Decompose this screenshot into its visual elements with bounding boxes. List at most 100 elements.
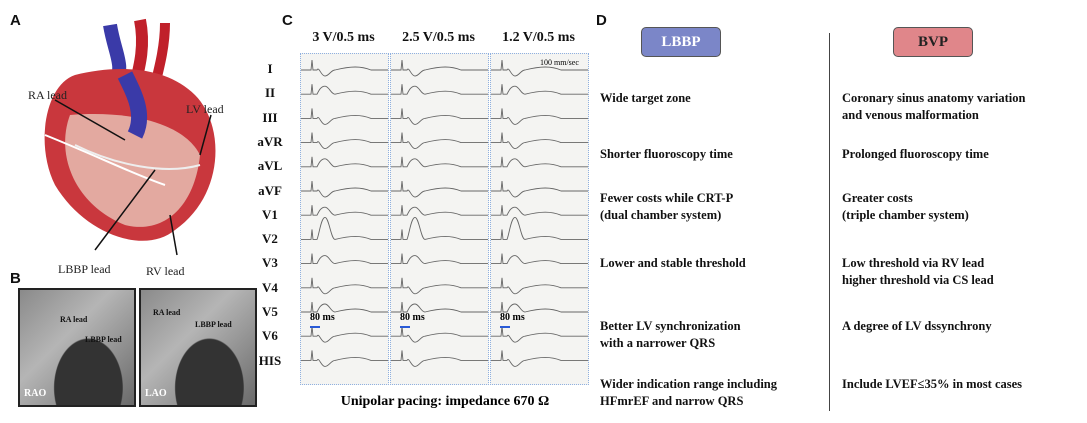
ecg-trace-avf: [391, 180, 488, 198]
duration-label: 80 ms: [500, 312, 525, 323]
ecg-trace-i: [491, 59, 588, 77]
ecg-traces: [491, 59, 588, 367]
ecg-trace-v5: [491, 301, 588, 313]
ecg-trace-avl: [391, 156, 488, 168]
lbbp-header-box: LBBP: [641, 27, 721, 57]
bvp-characteristic: Greater costs (triple chamber system): [842, 191, 969, 222]
column-title: 2.5 V/0.5 ms: [402, 30, 475, 45]
panel-d-label: D: [596, 12, 607, 29]
bvp-characteristic: Include LVEF≤35% in most cases: [842, 377, 1023, 391]
ecg-panel: [300, 53, 389, 385]
bvp-header-box: BVP: [893, 27, 973, 57]
panel-c-label: C: [282, 12, 293, 29]
column-title: 1.2 V/0.5 ms: [502, 30, 575, 45]
lead-label: V4: [262, 279, 278, 295]
ecg-trace-avl: [491, 156, 588, 168]
panel-a-label: A: [10, 12, 21, 29]
heart-illustration: [44, 18, 216, 256]
lead-label: I: [267, 61, 273, 76]
lbbp-advantage: Wider indication range including HFmrEF …: [600, 377, 778, 408]
ecg-trace-avf: [491, 180, 588, 198]
lead-label: aVL: [257, 158, 283, 174]
ecg-trace-iii: [301, 108, 388, 125]
lead-label: aVR: [257, 133, 283, 149]
ecg-trace-v1: [301, 205, 388, 216]
lead-label: V1: [262, 206, 278, 222]
ecg-trace-avr: [301, 132, 388, 150]
ecg-trace-ii: [391, 84, 488, 95]
ecg-trace-v1: [391, 205, 488, 216]
ecg-trace-v2: [301, 216, 388, 240]
ecg-trace-v6: [391, 326, 488, 343]
lead-label: HIS: [258, 352, 282, 368]
ecg-traces: [301, 59, 388, 367]
lao-ra-label: RA lead: [153, 308, 181, 317]
ecg-trace-v3: [491, 253, 588, 265]
ecg-panel: [390, 53, 489, 385]
ecg-panel: [490, 53, 589, 385]
xray-lao: RA lead LBBP lead LAO: [139, 288, 257, 407]
ecg-trace-his: [301, 350, 388, 367]
bvp-characteristic: Low threshold via RV lead higher thresho…: [842, 256, 994, 287]
lao-view-label: LAO: [145, 388, 167, 399]
ecg-trace-v4: [391, 277, 488, 295]
duration-marker: [310, 326, 320, 328]
lead-label: aVF: [258, 182, 282, 198]
rao-lbbp-label: LBBP lead: [85, 335, 122, 344]
paper-speed-label: 100 mm/sec: [540, 58, 579, 67]
ecg-trace-ii: [491, 84, 588, 95]
duration-marker: [500, 326, 510, 328]
lbbp-advantage: Lower and stable threshold: [600, 256, 746, 270]
duration-marker: [400, 326, 410, 328]
duration-label: 80 ms: [310, 312, 335, 323]
ecg-trace-v4: [301, 277, 388, 295]
lbbp-advantage: Wide target zone: [600, 91, 691, 105]
ecg-trace-v3: [391, 253, 488, 265]
ra-lead-label: RA lead: [28, 88, 67, 102]
lead-label: II: [264, 85, 276, 101]
lead-label: V3: [262, 255, 278, 271]
ecg-trace-v6: [491, 326, 588, 343]
ecg-traces: [391, 59, 488, 367]
ecg-trace-ii: [301, 84, 388, 95]
ecg-trace-i: [391, 59, 488, 77]
ecg-trace-v4: [491, 277, 588, 295]
lbbp-advantage: Better LV synchronization with a narrowe…: [600, 319, 741, 350]
panel-b-label: B: [10, 270, 21, 287]
column-divider: [829, 33, 830, 411]
ecg-trace-v1: [491, 205, 588, 216]
ecg-trace-avr: [391, 132, 488, 150]
lv-lead-label: LV lead: [186, 102, 224, 116]
ecg-trace-v6: [301, 326, 388, 343]
ecg-trace-iii: [391, 108, 488, 125]
ecg-trace-v2: [491, 216, 588, 240]
lead-label: V6: [262, 328, 278, 344]
ecg-trace-v5: [391, 301, 488, 313]
lao-lbbp-label: LBBP lead: [195, 320, 232, 329]
ecg-trace-i: [301, 59, 388, 77]
bvp-characteristic: Coronary sinus anatomy variation and ven…: [842, 91, 1026, 122]
ecg-trace-avr: [491, 132, 588, 150]
bvp-characteristic: A degree of LV dssynchrony: [842, 319, 992, 333]
ecg-trace-avl: [301, 156, 388, 168]
lead-label: V2: [262, 231, 278, 247]
ecg-trace-iii: [491, 108, 588, 125]
ecg-trace-his: [491, 350, 588, 367]
rao-ra-label: RA lead: [60, 315, 88, 324]
ecg-trace-his: [391, 350, 488, 367]
ecg-trace-v5: [301, 301, 388, 313]
lbbp-advantage: Fewer costs while CRT-P (dual chamber sy…: [600, 191, 734, 222]
rao-view-label: RAO: [24, 388, 47, 399]
rv-lead-label: RV lead: [146, 264, 185, 278]
ecg-trace-v2: [391, 216, 488, 240]
duration-label: 80 ms: [400, 312, 425, 323]
ecg-trace-v3: [301, 253, 388, 265]
column-title: 3 V/0.5 ms: [312, 30, 375, 45]
ecg-caption: Unipolar pacing: impedance 670 Ω: [340, 394, 550, 409]
lead-label: III: [262, 109, 278, 125]
bvp-characteristic: Prolonged fluoroscopy time: [842, 147, 989, 161]
xray-rao: RA lead LBBP lead RAO: [18, 288, 136, 407]
lbbp-lead-label: LBBP lead: [58, 262, 111, 276]
ecg-trace-avf: [301, 180, 388, 198]
